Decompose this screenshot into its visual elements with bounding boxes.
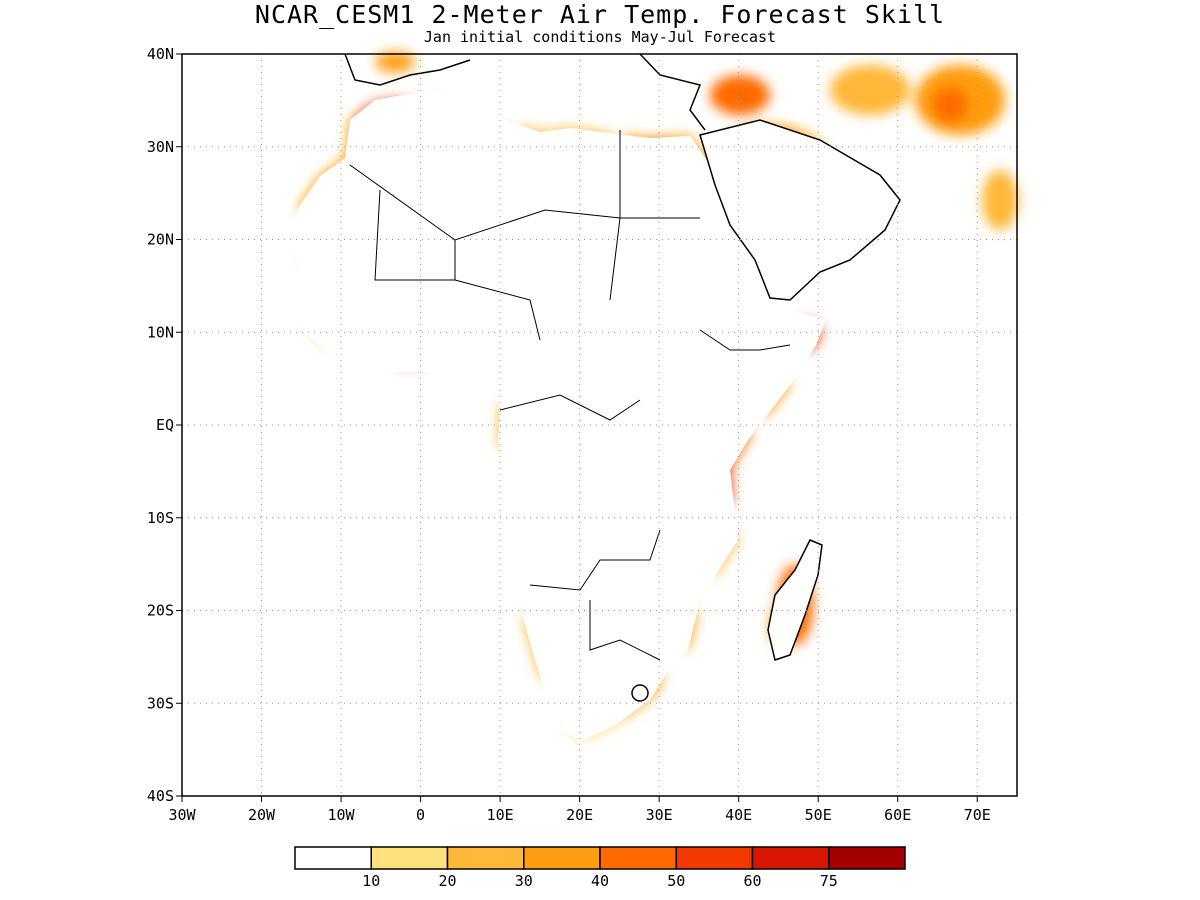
colorbar: 10 20 30 40 50 60 75	[294, 846, 906, 890]
lon-tick-label: 0	[416, 806, 425, 824]
lon-tick-label: 30E	[646, 806, 673, 824]
lon-tick-label: 70E	[964, 806, 991, 824]
lat-tick-label: 20S	[147, 602, 174, 620]
colorbar-bin	[675, 846, 754, 870]
colorbar-label: 75	[820, 872, 838, 890]
lat-tick-label: 10S	[147, 509, 174, 527]
lon-tick-label: 40E	[725, 806, 752, 824]
lat-tick-label: 40S	[147, 787, 174, 805]
lon-tick-label: 20W	[248, 806, 276, 824]
colorbar-label: 30	[515, 872, 533, 890]
colorbar-bin	[446, 846, 525, 870]
lat-tick-label: 40N	[147, 45, 174, 63]
longitude-labels: 30W 20W 10W 0 10E 20E 30E 40E 50E 60E 70E	[168, 796, 991, 824]
lon-tick-label: 30W	[168, 806, 196, 824]
colorbar-label: 10	[362, 872, 380, 890]
lon-tick-label: 60E	[884, 806, 911, 824]
lat-tick-label: 30N	[147, 138, 174, 156]
colorbar-bin	[294, 846, 372, 870]
colorbar-bin	[523, 846, 601, 870]
colorbar-label: 60	[743, 872, 761, 890]
map-subtitle: Jan initial conditions May-Jul Forecast	[423, 28, 777, 46]
colorbar-label: 40	[591, 872, 609, 890]
lat-tick-label: EQ	[156, 416, 174, 434]
colorbar-bin	[751, 846, 830, 870]
colorbar-bin	[828, 846, 906, 870]
map-title: NCAR_CESM1 2-Meter Air Temp. Forecast Sk…	[254, 0, 946, 29]
lon-tick-label: 50E	[805, 806, 832, 824]
colorbar-label: 20	[438, 872, 456, 890]
lon-tick-label: 10W	[328, 806, 356, 824]
colorbar-bin	[599, 846, 677, 870]
lon-tick-label: 10E	[487, 806, 514, 824]
lat-tick-label: 10N	[147, 323, 174, 341]
lat-tick-label: 20N	[147, 231, 174, 249]
lon-tick-label: 20E	[566, 806, 593, 824]
colorbar-bin	[370, 846, 449, 870]
lat-tick-label: 30S	[147, 694, 174, 712]
colorbar-label: 50	[667, 872, 685, 890]
latitude-labels: 40N 30N 20N 10N EQ 10S 20S 30S 40S	[147, 45, 182, 805]
coastlines	[288, 53, 901, 743]
graticule	[182, 54, 1017, 796]
